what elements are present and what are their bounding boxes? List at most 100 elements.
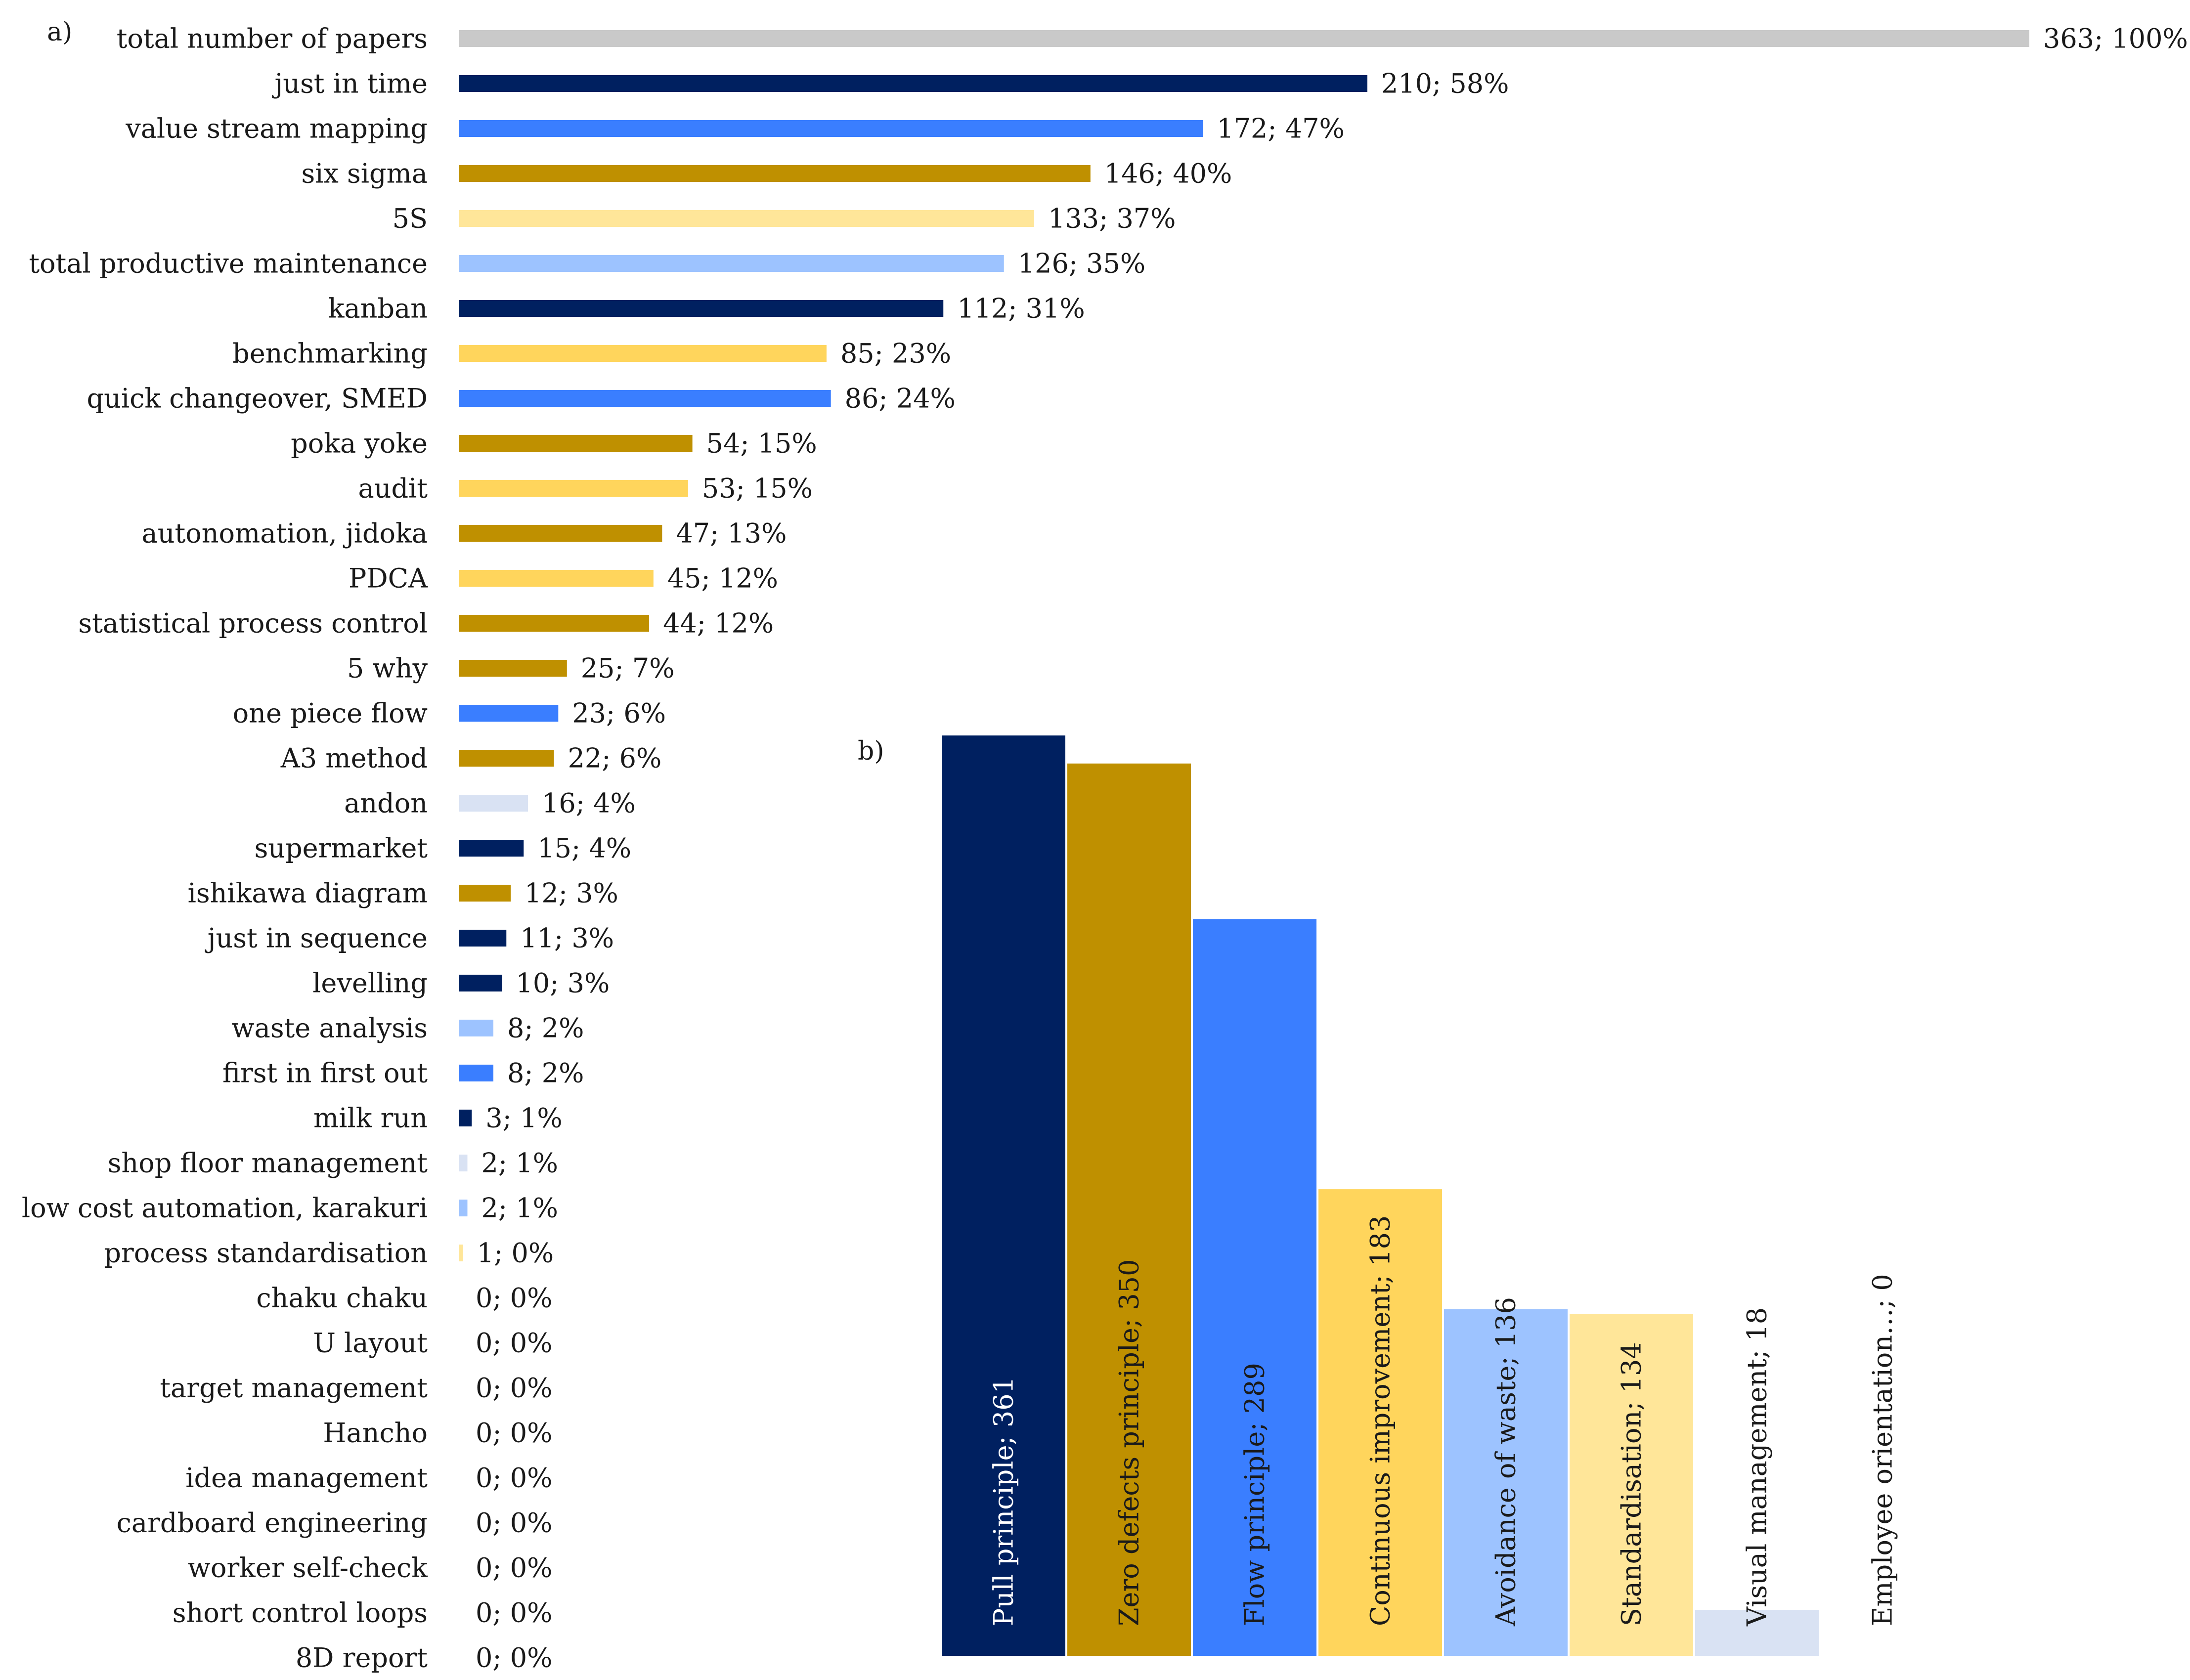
data-label: Avoidance of waste; 136 bbox=[1490, 1297, 1522, 1627]
data-label: 54; 15% bbox=[706, 428, 817, 459]
data-label: 12; 3% bbox=[525, 878, 618, 909]
category-label: total number of papers bbox=[117, 23, 428, 54]
category-label: target management bbox=[160, 1373, 428, 1404]
bar bbox=[1570, 1314, 1693, 1656]
data-label: 172; 47% bbox=[1217, 113, 1344, 144]
panel-label-a: a) bbox=[47, 17, 72, 47]
category-label: supermarket bbox=[255, 833, 428, 864]
bar bbox=[1067, 763, 1191, 1656]
data-label: 15; 4% bbox=[537, 833, 631, 864]
data-label: 23; 6% bbox=[572, 698, 666, 729]
category-label: first in first out bbox=[222, 1058, 428, 1089]
data-label: 3; 1% bbox=[485, 1103, 562, 1134]
data-label: Continuous improvement; 183 bbox=[1365, 1215, 1396, 1626]
bar bbox=[459, 210, 1035, 227]
data-label: 2; 1% bbox=[482, 1148, 558, 1179]
bar bbox=[459, 345, 827, 362]
bar bbox=[459, 660, 567, 677]
bar bbox=[459, 480, 688, 497]
bar bbox=[1318, 1189, 1442, 1656]
category-label: 8D report bbox=[296, 1642, 428, 1674]
category-label: milk run bbox=[313, 1103, 428, 1134]
panel-label-b: b) bbox=[858, 736, 884, 766]
category-label: kanban bbox=[328, 293, 428, 324]
data-label: 126; 35% bbox=[1018, 248, 1145, 279]
category-label: just in sequence bbox=[205, 923, 428, 954]
category-label: U layout bbox=[313, 1328, 428, 1359]
bar bbox=[459, 615, 650, 632]
data-label: 22; 6% bbox=[568, 743, 662, 774]
category-label: short control loops bbox=[173, 1597, 428, 1629]
bar bbox=[459, 1245, 463, 1261]
data-label: 47; 13% bbox=[676, 518, 787, 549]
bar bbox=[1444, 1309, 1568, 1656]
data-label: Employee orientation…; 0 bbox=[1867, 1274, 1898, 1626]
bar bbox=[459, 975, 502, 991]
bar bbox=[459, 1065, 494, 1081]
data-label: 8; 2% bbox=[507, 1013, 584, 1044]
data-label: Zero defects principle; 350 bbox=[1114, 1259, 1145, 1626]
category-label: worker self-check bbox=[188, 1552, 429, 1584]
bar bbox=[459, 1155, 468, 1171]
category-label: Hancho bbox=[323, 1418, 428, 1449]
category-label: ishikawa diagram bbox=[188, 878, 428, 909]
data-label: 0; 0% bbox=[476, 1597, 552, 1629]
category-label: A3 method bbox=[280, 743, 428, 774]
bar bbox=[459, 255, 1004, 272]
data-label: 133; 37% bbox=[1048, 203, 1176, 234]
data-label: 2; 1% bbox=[482, 1193, 558, 1224]
data-label: 10; 3% bbox=[516, 968, 610, 999]
category-label: poka yoke bbox=[291, 428, 428, 459]
bar bbox=[459, 885, 511, 902]
data-label: 1; 0% bbox=[477, 1238, 554, 1269]
data-label: 86; 24% bbox=[845, 383, 956, 414]
category-label: total productive maintenance bbox=[29, 248, 428, 279]
category-label: low cost automation, karakuri bbox=[22, 1193, 428, 1224]
data-label: 112; 31% bbox=[957, 293, 1085, 324]
data-label: 85; 23% bbox=[840, 338, 951, 369]
data-label: 0; 0% bbox=[476, 1508, 552, 1539]
data-label: 0; 0% bbox=[476, 1463, 552, 1494]
bar bbox=[1695, 1610, 1819, 1656]
bar bbox=[459, 525, 662, 542]
bar bbox=[459, 390, 831, 407]
category-label: chaku chaku bbox=[256, 1283, 428, 1314]
category-label: six sigma bbox=[301, 158, 428, 189]
category-label: PDCA bbox=[349, 563, 428, 594]
data-label: 53; 15% bbox=[702, 473, 813, 504]
bar bbox=[459, 120, 1203, 137]
data-label: 16; 4% bbox=[542, 788, 636, 819]
bar bbox=[459, 705, 559, 722]
bar bbox=[942, 735, 1065, 1656]
category-label: one piece flow bbox=[233, 698, 428, 729]
data-label: 25; 7% bbox=[581, 653, 675, 684]
bar bbox=[459, 300, 944, 317]
data-label: 210; 58% bbox=[1381, 68, 1509, 99]
chart-b-lean-principles: b) Pull principle; 361 Zero defects princ… bbox=[858, 735, 1898, 1656]
bar bbox=[459, 1020, 494, 1036]
data-label: 0; 0% bbox=[476, 1283, 552, 1314]
category-label: shop floor management bbox=[108, 1148, 428, 1179]
category-label: audit bbox=[358, 473, 428, 504]
data-label: 8; 2% bbox=[507, 1058, 584, 1089]
data-label: 0; 0% bbox=[476, 1373, 552, 1404]
data-label: Flow principle; 289 bbox=[1239, 1363, 1270, 1626]
data-label: 0; 0% bbox=[476, 1642, 552, 1674]
category-label: value stream mapping bbox=[125, 113, 428, 144]
data-label: 0; 0% bbox=[476, 1328, 552, 1359]
data-label: 363; 100% bbox=[2043, 23, 2188, 54]
category-label: quick changeover, SMED bbox=[87, 383, 428, 414]
bar bbox=[459, 570, 654, 587]
category-label: autonomation, jidoka bbox=[142, 518, 428, 549]
category-label: idea management bbox=[185, 1463, 428, 1494]
data-label: 0; 0% bbox=[476, 1418, 552, 1449]
data-label: 0; 0% bbox=[476, 1552, 552, 1584]
category-label: waste analysis bbox=[231, 1013, 428, 1044]
category-label: process standardisation bbox=[104, 1238, 428, 1269]
data-label: Standardisation; 134 bbox=[1616, 1342, 1647, 1626]
bar bbox=[459, 1200, 468, 1216]
category-label: benchmarking bbox=[232, 338, 428, 369]
bar bbox=[459, 840, 524, 857]
bar bbox=[459, 1110, 472, 1126]
